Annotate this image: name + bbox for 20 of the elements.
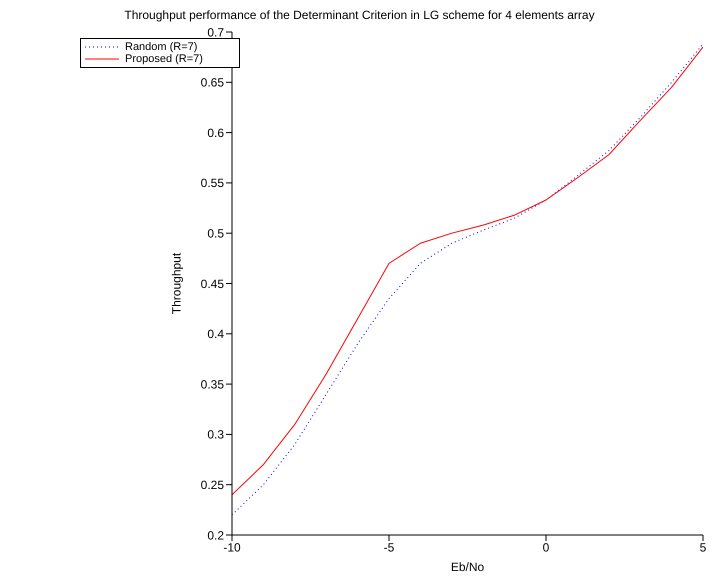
y-tick-label: 0.25	[200, 478, 224, 492]
y-tick-label: 0.6	[207, 126, 224, 140]
y-tick-label: 0.65	[200, 76, 224, 90]
x-tick-label: -10	[223, 540, 241, 555]
x-tick-label: 0	[542, 540, 550, 555]
y-tick-label: 0.5	[207, 226, 224, 240]
y-tick-label: 0.4	[207, 327, 224, 342]
legend-label: Proposed (R=7)	[125, 53, 203, 65]
y-tick-label: 0.2	[207, 528, 224, 542]
y-tick-label: 0.7	[207, 25, 224, 40]
x-tick-label: 5	[700, 540, 707, 555]
legend-label: Random (R=7)	[125, 41, 198, 53]
y-tick-label: 0.35	[200, 377, 224, 392]
x-tick-label: -5	[384, 540, 395, 555]
y-axis-title: Throughput	[169, 252, 184, 314]
y-tick-label: 0.3	[207, 428, 224, 442]
x-axis-title: Eb/No	[450, 560, 484, 574]
y-tick-label: 0.45	[200, 276, 224, 291]
chart-title: Throughput performance of the Determinant Criterion in LG scheme for 4 elements array	[123, 8, 596, 24]
y-tick-label: 0.55	[200, 176, 224, 190]
